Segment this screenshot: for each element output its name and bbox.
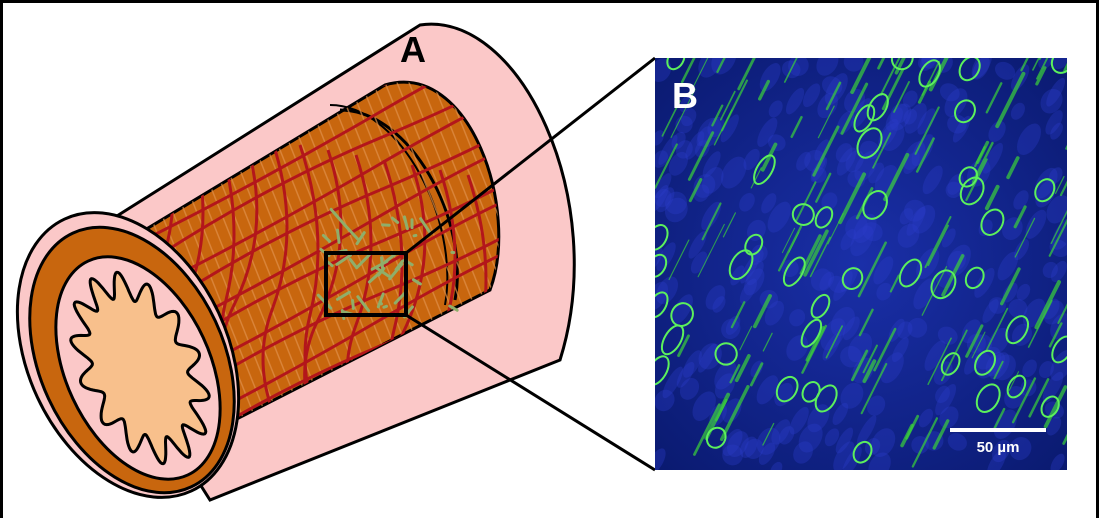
scale-bar-label: 50 µm — [977, 439, 1020, 456]
panel-label: B — [672, 75, 698, 116]
glia — [382, 258, 383, 270]
glia — [338, 230, 339, 242]
glia — [353, 300, 354, 308]
glia — [384, 306, 387, 307]
figure: 50 µm B A — [0, 0, 1099, 518]
panel-label: A — [400, 29, 426, 70]
